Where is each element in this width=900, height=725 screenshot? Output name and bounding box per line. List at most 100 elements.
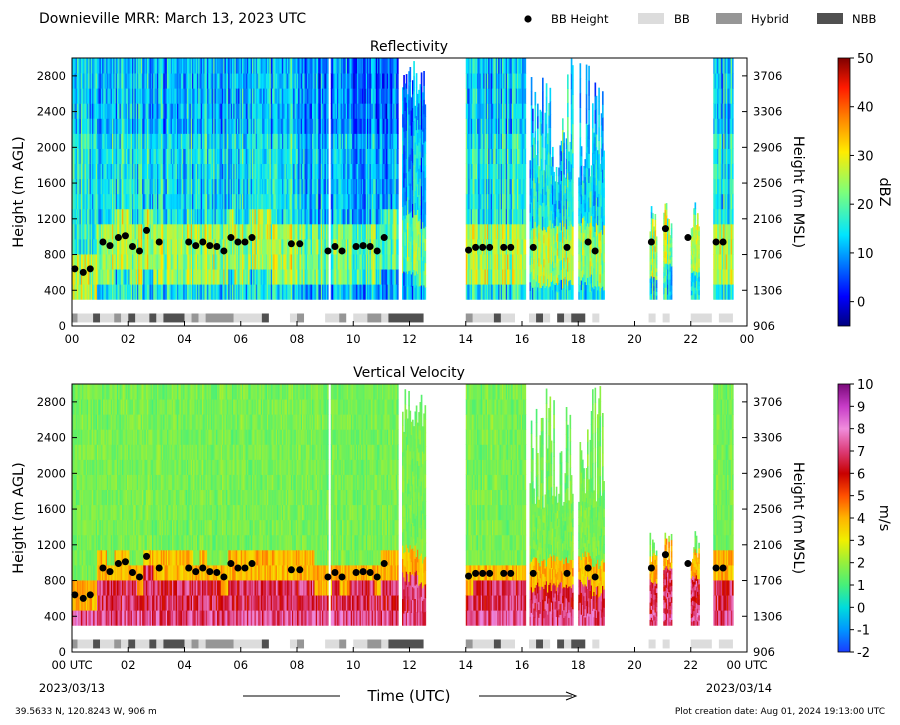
heatmap-cell [372,284,374,300]
heatmap-cell [360,118,363,134]
heatmap-cell [257,223,259,240]
heatmap-cell [365,253,368,270]
heatmap-cell [278,148,280,165]
heatmap-cell [199,88,202,104]
heatmap-cell [374,223,377,240]
heatmap-cell [475,208,478,225]
heatmap-cell [474,178,477,195]
heatmap-cell [188,238,190,255]
heatmap-cell [74,208,77,225]
heatmap-cell [217,284,219,300]
heatmap-cell [220,73,223,89]
heatmap-cell [424,274,427,288]
heatmap-cell [103,223,105,240]
heatmap-cell [348,148,350,165]
heatmap-cell [492,193,494,210]
heatmap-cell [165,103,168,119]
heatmap-cell [153,73,155,89]
heatmap-cell [282,133,284,149]
heatmap-cell [250,163,253,180]
heatmap-cell [104,58,107,74]
heatmap-cell [500,73,503,89]
heatmap-cell [230,163,233,180]
heatmap-cell [354,73,357,89]
heatmap-cell [342,163,344,180]
heatmap-cell [279,163,282,180]
heatmap-cell [468,88,470,104]
heatmap-cell [227,58,229,74]
heatmap-cell [235,284,238,300]
heatmap-cell [319,148,322,165]
heatmap-cell [339,223,342,240]
heatmap-cell [87,103,89,119]
heatmap-cell [127,253,129,270]
heatmap-cell [313,118,315,134]
heatmap-cell [403,131,405,146]
heatmap-cell [277,253,279,270]
heatmap-cell [424,128,427,142]
heatmap-cell [403,243,405,258]
heatmap-cell [320,269,323,285]
heatmap-cell [117,284,119,300]
heatmap-cell [114,103,117,119]
heatmap-cell [273,133,275,149]
heatmap-cell [334,133,337,149]
heatmap-cell [242,58,244,74]
heatmap-cell [359,163,362,180]
heatmap-cell [337,193,339,210]
heatmap-cell [163,238,165,255]
heatmap-cell [247,88,249,104]
heatmap-cell [199,284,202,300]
heatmap-cell [105,103,108,119]
heatmap-cell [137,269,139,285]
heatmap-cell [489,253,492,270]
heatmap-cell [499,208,502,225]
heatmap-cell [394,284,397,300]
heatmap-cell [415,228,418,244]
heatmap-cell [263,148,265,165]
heatmap-cell [368,148,370,165]
heatmap-cell [499,133,502,149]
heatmap-cell [269,118,272,134]
heatmap-cell [308,238,310,255]
heatmap-cell [273,223,275,240]
heatmap-cell [210,163,213,180]
heatmap-cell [395,163,398,180]
heatmap-cell [200,223,203,240]
heatmap-cell [390,58,393,74]
heatmap-cell [127,178,129,195]
heatmap-cell [195,103,198,119]
heatmap-cell [227,148,229,165]
heatmap-cell [102,163,104,180]
heatmap-cell [278,193,280,210]
heatmap-cell [163,73,165,89]
heatmap-cell [155,163,158,180]
heatmap-cell [389,253,392,270]
heatmap-cell [408,142,410,158]
heatmap-cell [88,284,90,300]
heatmap-cell [402,219,404,234]
heatmap-cell [239,178,242,195]
heatmap-cell [164,208,167,225]
heatmap-cell [278,253,280,270]
heatmap-cell [392,133,394,149]
heatmap-cell [179,178,182,195]
heatmap-cell [159,284,162,300]
heatmap-cell [250,118,253,134]
heatmap-cell [370,148,373,165]
heatmap-cell [118,118,120,134]
heatmap-cell [80,223,83,240]
heatmap-cell [315,163,318,180]
heatmap-cell [210,133,213,149]
heatmap-cell [79,269,82,285]
heatmap-cell [313,223,315,240]
heatmap-cell [278,163,280,180]
heatmap-cell [502,193,504,210]
heatmap-cell [97,88,99,104]
heatmap-cell [108,269,110,285]
heatmap-cell [153,223,155,240]
heatmap-cell [327,148,329,165]
heatmap-cell [324,58,327,74]
heatmap-cell [189,238,192,255]
heatmap-cell [472,223,474,240]
